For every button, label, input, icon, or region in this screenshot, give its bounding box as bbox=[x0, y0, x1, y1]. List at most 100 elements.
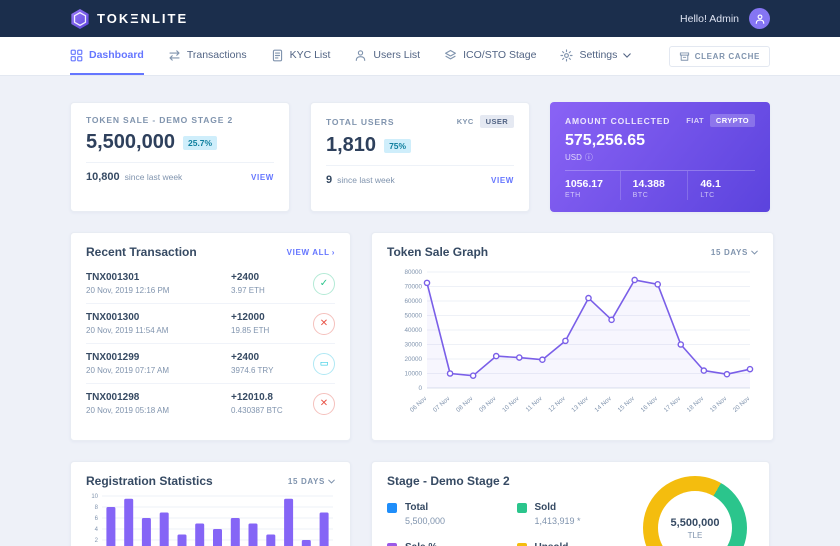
registration-statistics-card: Registration Statistics 15 DAYS 2 4 6 8 10 bbox=[70, 461, 351, 546]
total-users-delta-caption: since last week bbox=[337, 175, 395, 185]
chart-point bbox=[492, 352, 500, 360]
amount-collected-card: AMOUNT COLLECTED FIAT CRYPTO 575,256.65 … bbox=[550, 102, 770, 212]
kyc-list-icon bbox=[271, 49, 284, 62]
bar bbox=[159, 512, 169, 546]
graph-range-dropdown[interactable]: 15 DAYS bbox=[711, 248, 758, 257]
fiat-tab[interactable]: FIAT bbox=[686, 116, 704, 125]
info-icon[interactable]: ⓘ bbox=[584, 153, 593, 162]
token-sale-view-link[interactable]: VIEW bbox=[250, 173, 274, 182]
view-all-link[interactable]: VIEW ALL › bbox=[287, 248, 335, 257]
total-users-card: TOTAL USERS KYC USER 1,810 75% 9 since l… bbox=[310, 102, 530, 212]
legend-item-unsold: Unsold 4,086,082 bbox=[516, 542, 637, 546]
total-users-value: 1,810 bbox=[326, 134, 377, 156]
nav-item-users-list[interactable]: Users List bbox=[354, 37, 420, 75]
tx-status-approved-icon[interactable] bbox=[313, 272, 335, 295]
svg-text:2: 2 bbox=[95, 538, 99, 544]
chart-point bbox=[654, 281, 662, 288]
svg-text:11 Nov: 11 Nov bbox=[525, 395, 545, 414]
chart-point bbox=[469, 372, 477, 379]
clear-cache-button[interactable]: CLEAR CACHE bbox=[668, 45, 770, 67]
tx-sub: 3974.6 TRY bbox=[231, 366, 274, 375]
svg-text:80000: 80000 bbox=[404, 269, 422, 276]
donut-token-symbol: TLE bbox=[687, 530, 703, 540]
stats-range-label: 15 DAYS bbox=[287, 476, 325, 486]
tx-date: 20 Nov, 2019 11:54 AM bbox=[86, 326, 169, 335]
crypto-tab[interactable]: CRYPTO bbox=[709, 114, 755, 127]
token-sale-badge: 25.7% bbox=[182, 135, 218, 150]
svg-text:30000: 30000 bbox=[404, 342, 422, 349]
tx-sub: 19.85 ETH bbox=[231, 326, 270, 335]
nav-label: Settings bbox=[579, 49, 618, 61]
tx-id: TNX001300 bbox=[86, 312, 140, 323]
legend-label: Total bbox=[405, 502, 429, 513]
user-avatar[interactable] bbox=[749, 8, 770, 29]
bar bbox=[284, 498, 294, 546]
tx-status-rejected-icon[interactable] bbox=[313, 392, 335, 415]
svg-text:15 Nov: 15 Nov bbox=[616, 395, 636, 414]
nav-item-kyc-list[interactable]: KYC List bbox=[271, 37, 330, 75]
stage-donut-wrap: 5,500,000 TLE bbox=[636, 476, 754, 546]
greeting-text: Hello! Admin bbox=[680, 12, 739, 25]
total-users-delta: 9 bbox=[326, 174, 333, 186]
token-sale-delta-caption: since last week bbox=[124, 172, 183, 182]
summary-row: TOKEN SALE - DEMO STAGE 2 5,500,000 25.7… bbox=[70, 102, 770, 212]
bar bbox=[319, 512, 329, 546]
chart-point bbox=[562, 337, 569, 345]
bar bbox=[106, 507, 116, 546]
svg-text:50000: 50000 bbox=[404, 313, 422, 320]
crypto-total-ltc: 46.1 LTC bbox=[687, 171, 755, 200]
nav-label: Transactions bbox=[186, 49, 247, 61]
tx-amount: +2400 bbox=[231, 352, 260, 363]
transaction-row[interactable]: TNX001300 20 Nov, 2019 11:54 AM +12000 1… bbox=[86, 304, 335, 344]
total-users-title: TOTAL USERS bbox=[326, 116, 395, 127]
chevron-down-icon bbox=[328, 479, 335, 484]
legend-sub: 1,413,919 * bbox=[534, 516, 581, 526]
tx-id: TNX001298 bbox=[86, 392, 140, 403]
svg-text:20 Nov: 20 Nov bbox=[732, 395, 752, 414]
dashboard-icon bbox=[70, 49, 83, 62]
transaction-row[interactable]: TNX001298 20 Nov, 2019 05:18 AM +12010.8… bbox=[86, 384, 335, 423]
amount-currency: USD bbox=[565, 153, 582, 162]
amount-collected-title: AMOUNT COLLECTED bbox=[565, 115, 671, 126]
total-swatch bbox=[387, 503, 397, 513]
brand-logo-icon bbox=[71, 8, 89, 29]
eth-value: 1056.17 bbox=[565, 178, 603, 190]
bar bbox=[141, 518, 151, 546]
nav-item-dashboard[interactable]: Dashboard bbox=[70, 37, 144, 75]
token-sale-value: 5,500,000 bbox=[86, 131, 175, 153]
kyc-tab[interactable]: KYC bbox=[456, 117, 474, 126]
cache-icon bbox=[679, 51, 689, 61]
user-tab[interactable]: USER bbox=[479, 115, 514, 128]
charts-row: Recent Transaction VIEW ALL › TNX001301 … bbox=[70, 232, 774, 441]
nav-label: ICO/STO Stage bbox=[463, 49, 537, 61]
svg-text:20000: 20000 bbox=[404, 356, 422, 363]
svg-text:12 Nov: 12 Nov bbox=[547, 395, 567, 414]
tx-status-cash-icon[interactable] bbox=[313, 352, 335, 375]
brand[interactable]: TOKΞNLITE bbox=[70, 8, 188, 30]
svg-text:8: 8 bbox=[95, 505, 99, 511]
legend-label: Sale % bbox=[405, 542, 451, 546]
transaction-row[interactable]: TNX001299 20 Nov, 2019 07:17 AM +2400 39… bbox=[86, 344, 335, 384]
chevron-right-icon: › bbox=[331, 247, 335, 257]
sold-swatch bbox=[516, 503, 527, 513]
nav-item-settings[interactable]: Settings bbox=[560, 37, 632, 75]
total-users-view-link[interactable]: VIEW bbox=[490, 176, 514, 185]
crypto-total-btc: 14.388 BTC bbox=[619, 171, 688, 200]
stage-card: Stage - Demo Stage 2 Total 5,500,000 bbox=[371, 461, 770, 546]
tx-amount: +2400 bbox=[231, 272, 260, 283]
nav-item-transactions[interactable]: Transactions bbox=[168, 37, 247, 75]
stats-range-dropdown[interactable]: 15 DAYS bbox=[288, 477, 335, 486]
sale-pct-swatch bbox=[387, 543, 397, 546]
user-icon bbox=[755, 13, 764, 24]
svg-text:60000: 60000 bbox=[404, 298, 422, 305]
nav-item-ico-sto-stage[interactable]: ICO/STO Stage bbox=[444, 37, 536, 75]
tx-amount: +12010.8 bbox=[231, 392, 273, 403]
bottom-row: Registration Statistics 15 DAYS 2 4 6 8 10 S… bbox=[70, 461, 770, 546]
transaction-row[interactable]: TNX001301 20 Nov, 2019 12:16 PM +2400 3.… bbox=[86, 264, 335, 304]
bar bbox=[195, 523, 205, 546]
legend-label: Sold bbox=[534, 502, 557, 513]
svg-text:70000: 70000 bbox=[404, 284, 422, 291]
tx-status-rejected-icon[interactable] bbox=[313, 312, 335, 335]
main-nav: Dashboard Transactions KYC List Users Li… bbox=[0, 37, 840, 76]
recent-transactions-title: Recent Transaction bbox=[86, 245, 197, 259]
